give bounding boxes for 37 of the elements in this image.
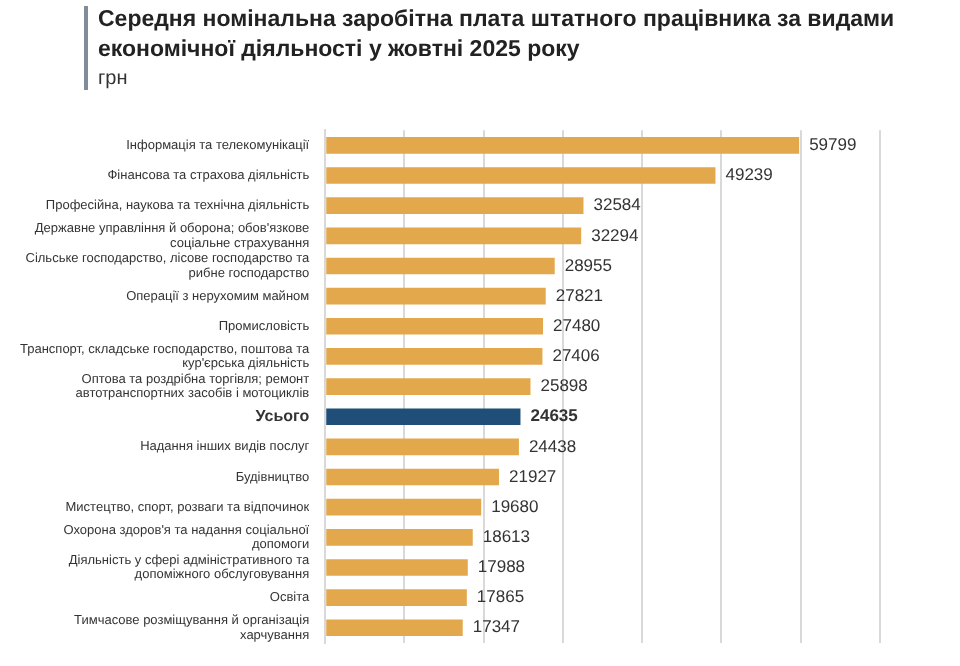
data-label: 17347 [472,616,521,637]
bar [326,227,582,245]
chart-title: Середня номінальна заробітна плата штатного працівника за видами економічної діяльності у жовтні 2025 року [98,6,897,66]
bar [326,529,473,546]
bar [326,408,521,426]
y-tick-label: Усього [255,407,310,426]
bar [326,589,467,606]
bar [326,378,531,395]
bar [326,257,555,275]
data-label: 19680 [491,495,540,516]
data-label: 32294 [591,224,639,245]
data-label: 28955 [564,254,613,275]
data-label: 17988 [477,556,526,577]
data-label: 27480 [553,314,601,335]
bar [326,348,543,365]
bar [326,498,482,516]
bar [326,559,468,576]
data-label: 27406 [552,345,601,366]
data-label: 59799 [809,134,857,155]
data-label: 24635 [530,405,579,426]
bar [326,619,463,637]
data-label: 18613 [482,526,531,547]
bar [326,438,519,456]
data-label: 21927 [509,465,557,486]
data-label: 25898 [540,375,589,396]
data-label: 49239 [725,164,774,185]
data-label: 32584 [593,194,642,215]
bar [326,468,500,486]
bar [326,197,584,214]
bar [326,317,544,335]
data-label: 24438 [528,435,577,456]
text: грн [98,68,130,90]
bar [326,287,546,305]
bar [326,167,716,184]
data-label: 27821 [555,284,604,305]
data-label: 17865 [476,586,525,607]
bar [326,137,800,154]
